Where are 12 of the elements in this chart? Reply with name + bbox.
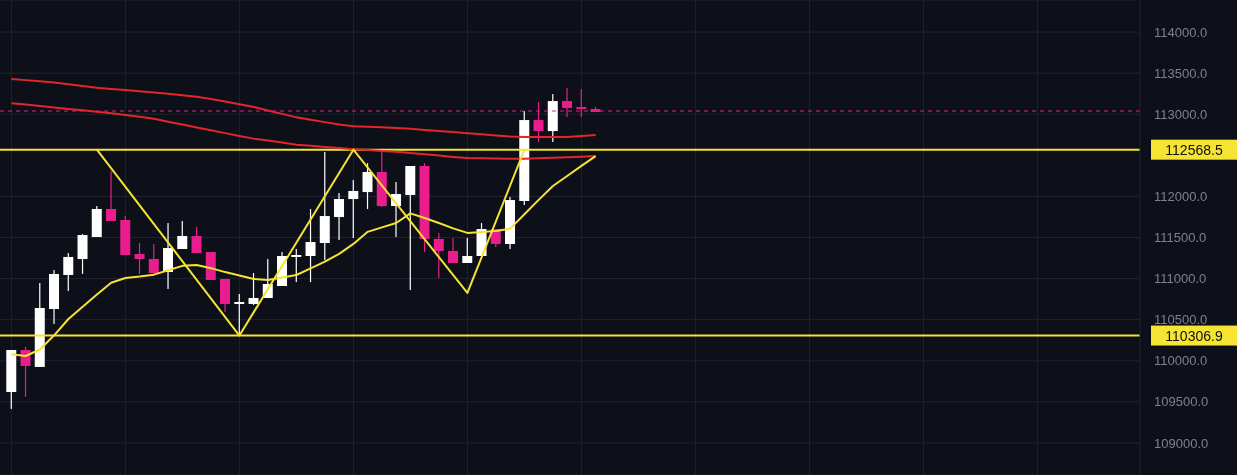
y-tick-label: 111500.0: [1154, 230, 1207, 246]
y-tick-label: 113000.0: [1154, 106, 1208, 122]
y-tick-label: 110000.0: [1154, 353, 1208, 369]
y-tick-label: 113500.0: [1154, 65, 1208, 81]
ref-line-label: 110306.9: [1165, 327, 1223, 344]
y-tick-label: 109000.0: [1154, 435, 1209, 451]
ref-line-label: 112568.5: [1165, 141, 1223, 158]
y-tick-label: 111000.0: [1154, 271, 1207, 287]
y-tick-label: 114000.0: [1154, 24, 1208, 40]
y-tick-label: 110500.0: [1154, 312, 1208, 328]
y-tick-label: 109500.0: [1154, 394, 1209, 410]
y-tick-label: 112000.0: [1154, 189, 1208, 205]
